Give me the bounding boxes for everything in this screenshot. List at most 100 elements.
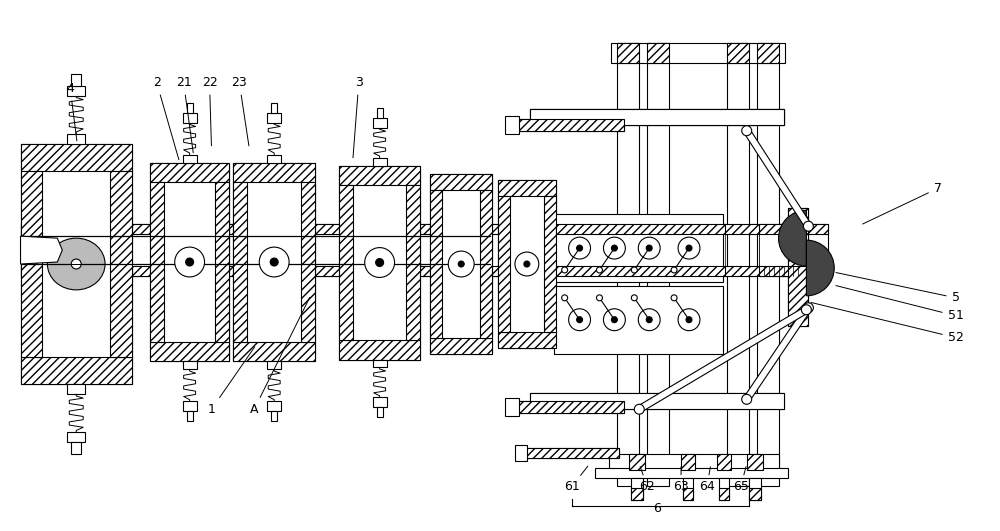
Bar: [21, 224, 828, 276]
Bar: [233, 183, 247, 341]
Bar: [187, 411, 193, 421]
Circle shape: [577, 245, 583, 251]
Text: 4: 4: [66, 82, 77, 141]
Circle shape: [631, 295, 637, 301]
Circle shape: [71, 259, 81, 269]
Circle shape: [270, 258, 278, 266]
Bar: [406, 185, 420, 340]
Bar: [267, 113, 281, 123]
Text: 61: 61: [564, 466, 588, 493]
Bar: [530, 109, 784, 125]
Circle shape: [671, 267, 677, 273]
Text: 3: 3: [353, 76, 363, 158]
Circle shape: [596, 295, 602, 301]
Bar: [150, 183, 164, 341]
Text: 1: 1: [208, 347, 255, 416]
Circle shape: [577, 316, 583, 323]
Bar: [554, 215, 723, 282]
Text: 7: 7: [863, 182, 942, 224]
Circle shape: [742, 395, 752, 404]
Bar: [505, 116, 519, 134]
Circle shape: [603, 309, 625, 331]
Bar: [150, 162, 229, 183]
Ellipse shape: [47, 238, 105, 290]
Bar: [267, 362, 281, 370]
Bar: [510, 119, 624, 131]
Bar: [717, 454, 731, 470]
Bar: [187, 103, 193, 113]
Circle shape: [803, 221, 813, 231]
Bar: [719, 488, 729, 500]
Wedge shape: [806, 240, 834, 296]
Bar: [788, 266, 808, 326]
Circle shape: [448, 251, 474, 277]
Bar: [681, 454, 695, 470]
Circle shape: [611, 316, 617, 323]
Bar: [21, 266, 828, 276]
Text: A: A: [250, 297, 310, 416]
Bar: [629, 454, 645, 470]
Bar: [233, 162, 315, 362]
Bar: [267, 155, 281, 162]
Bar: [271, 411, 277, 421]
Bar: [788, 208, 808, 268]
Bar: [788, 266, 808, 326]
Circle shape: [562, 267, 568, 273]
Bar: [21, 144, 132, 384]
Bar: [647, 43, 669, 486]
Circle shape: [631, 267, 637, 273]
Text: 52: 52: [811, 303, 964, 344]
Circle shape: [801, 305, 811, 315]
Bar: [183, 155, 197, 162]
Bar: [480, 191, 492, 338]
Polygon shape: [744, 306, 811, 401]
Bar: [757, 43, 779, 63]
Bar: [556, 224, 725, 276]
Circle shape: [686, 245, 692, 251]
Polygon shape: [744, 129, 811, 228]
Bar: [520, 448, 619, 458]
Bar: [233, 341, 315, 362]
Bar: [530, 393, 784, 409]
Text: 21: 21: [176, 76, 193, 153]
Bar: [617, 43, 639, 486]
Bar: [110, 172, 132, 356]
Circle shape: [742, 126, 752, 136]
Text: 5: 5: [836, 272, 960, 304]
Text: 51: 51: [836, 286, 964, 322]
Polygon shape: [637, 307, 808, 412]
Bar: [373, 397, 387, 407]
Bar: [373, 158, 387, 166]
Bar: [647, 43, 669, 63]
Bar: [515, 445, 527, 461]
Bar: [595, 468, 788, 478]
Bar: [430, 175, 492, 354]
Bar: [430, 191, 442, 338]
Circle shape: [175, 247, 205, 277]
Bar: [71, 74, 81, 86]
Bar: [759, 224, 808, 234]
Bar: [377, 108, 383, 118]
Bar: [631, 488, 643, 500]
Bar: [683, 478, 693, 500]
Bar: [749, 478, 761, 500]
Bar: [759, 224, 808, 276]
Bar: [233, 162, 315, 183]
Bar: [373, 118, 387, 128]
Circle shape: [186, 258, 194, 266]
Bar: [301, 183, 315, 341]
Bar: [21, 224, 828, 234]
Circle shape: [524, 261, 530, 267]
Bar: [339, 185, 353, 340]
Circle shape: [596, 267, 602, 273]
Bar: [150, 162, 229, 362]
Bar: [631, 478, 643, 500]
Text: 22: 22: [202, 76, 217, 146]
Circle shape: [638, 237, 660, 259]
Bar: [510, 119, 624, 131]
Circle shape: [646, 316, 652, 323]
Bar: [544, 196, 556, 332]
Bar: [71, 442, 81, 454]
Circle shape: [638, 309, 660, 331]
Circle shape: [686, 316, 692, 323]
